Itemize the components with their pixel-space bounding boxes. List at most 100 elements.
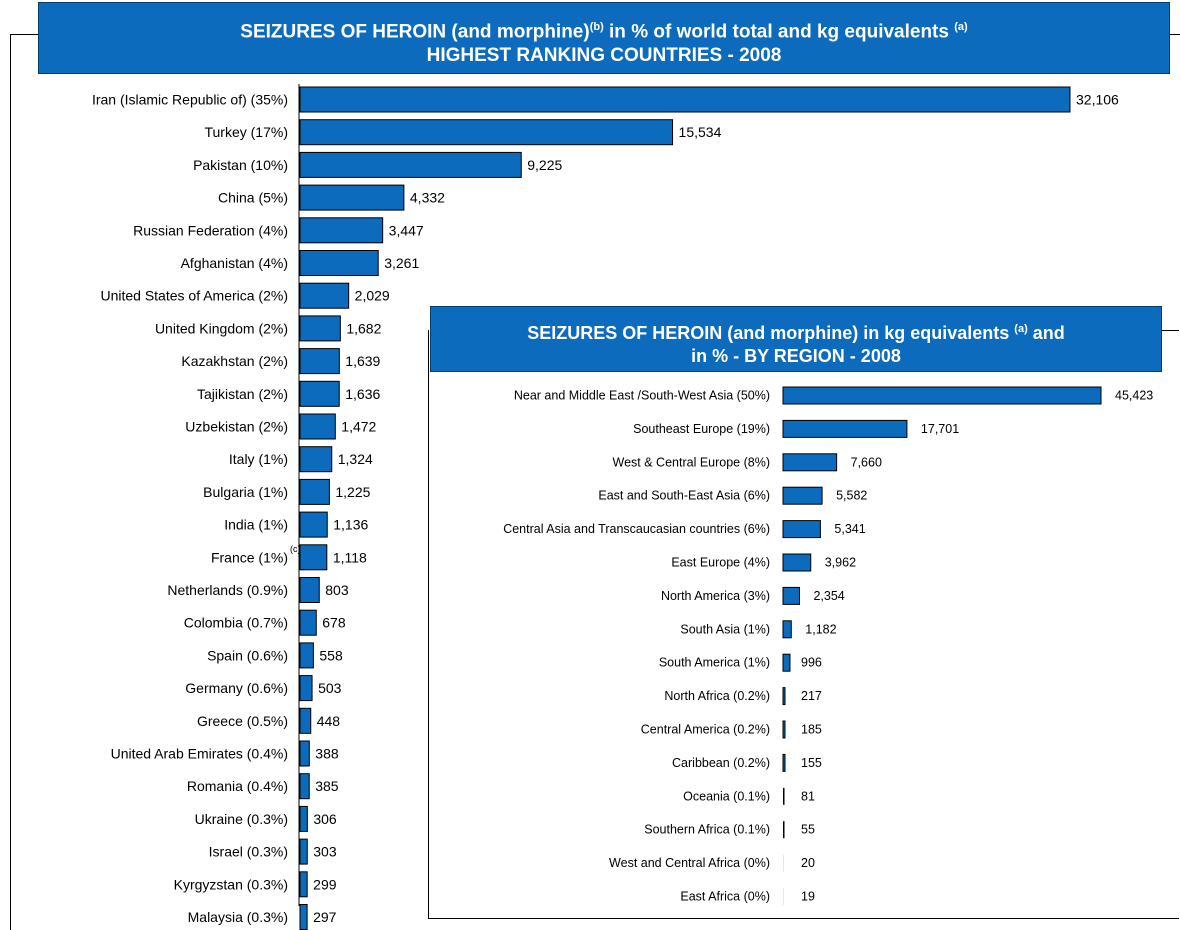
chart1-row-india: India (1%) 1,136 (224, 511, 368, 538)
chart1-title-line2: HIGHEST RANKING COUNTRIES - 2008 (426, 45, 782, 67)
chart1-row-afghanistan: Afghanistan (4%) 3,261 (181, 250, 419, 276)
chart1-category-label: Israel (0.3%) (209, 844, 288, 860)
chart1-bar (299, 773, 310, 800)
chart1-bar (299, 838, 308, 865)
chart2-frame-top-right (1161, 330, 1179, 331)
chart1-row-pakistan: Pakistan (10%) 9,225 (193, 151, 562, 178)
chart2-value-label: 55 (801, 823, 815, 837)
chart1-value-label: 297 (313, 909, 337, 925)
chart2-bar (782, 753, 786, 772)
chart2-bar (782, 687, 786, 706)
chart2-row-caribbean: Caribbean (0.2%) 155 (672, 753, 822, 772)
chart1-bar (299, 282, 350, 309)
chart2-value-label: 81 (801, 789, 815, 803)
chart1-bar (299, 642, 314, 669)
chart1-frame-top-left (10, 34, 38, 35)
chart1-bar (299, 805, 308, 832)
chart1-bar (299, 446, 333, 473)
chart2-value-label: 17,701 (921, 422, 959, 436)
chart1-value-label: 1,118 (333, 549, 367, 565)
chart1-value-label: 2,029 (355, 288, 390, 304)
chart2-bars-group: Near and Middle East /South-West Asia (5… (503, 386, 1153, 905)
chart2-category-label: North Africa (0.2%) (664, 689, 770, 703)
chart1-value-label: 385 (315, 778, 339, 794)
chart1-bar (299, 478, 330, 505)
chart2-row-east-europe: East Europe (4%) 3,962 (671, 553, 856, 572)
chart1-value-label: 3,447 (389, 222, 424, 238)
chart1-value-label: 388 (315, 746, 339, 762)
chart1-bars-group: Iran (Islamic Republic of) (35%) 32,106 Tu… (92, 86, 1119, 930)
chart1-value-label: 1,636 (345, 386, 380, 402)
chart2-bar (782, 620, 792, 639)
chart1-row-turkey: Turkey (17%) 15,534 (204, 119, 722, 146)
chart1-row-germany: Germany (0.6%) 503 (185, 675, 342, 702)
chart2-category-label: South Asia (1%) (680, 622, 770, 636)
chart1-row-united-arab-emirates: United Arab Emirates (0.4%) 388 (111, 740, 339, 767)
chart1-value-label: 803 (325, 582, 349, 598)
chart1-row-tajikistan: Tajikistan (2%) 1,636 (197, 380, 380, 407)
chart1-bar (299, 217, 384, 244)
chart2-bar (782, 386, 1102, 405)
chart2-bar (782, 453, 838, 472)
chart2-category-label: East Africa (0%) (680, 890, 770, 904)
chart2-panel: Near and Middle East /South-West Asia (5… (428, 330, 1179, 919)
chart1-value-label: 1,225 (335, 484, 370, 500)
chart1-value-label: 9,225 (527, 157, 562, 173)
chart2-category-label: Southern Africa (0.1%) (644, 823, 770, 837)
chart2-row-near-and-middle-east-south-west-asia: Near and Middle East /South-West Asia (5… (514, 386, 1153, 405)
chart2-category-label: East Europe (4%) (671, 556, 770, 570)
chart1-row-romania: Romania (0.4%) 385 (187, 773, 339, 800)
chart1-value-label: 1,682 (346, 320, 381, 336)
chart1-value-label: 306 (313, 811, 337, 827)
chart1-value-label: 558 (319, 647, 343, 663)
chart2-bar (783, 821, 785, 839)
chart2-category-label: West and Central Africa (0%) (609, 856, 770, 870)
chart1-frame-top-right (1168, 34, 1180, 35)
chart2-value-label: 20 (801, 856, 815, 870)
chart1-bar (299, 380, 340, 407)
chart2-row-north-africa: North Africa (0.2%) 217 (664, 687, 822, 706)
chart1-bar (299, 740, 310, 767)
chart2-title-line1-rest: and (1027, 323, 1065, 343)
chart2-value-label: 185 (801, 723, 822, 737)
chart1-bar (299, 544, 328, 571)
chart1-category-label: Turkey (17%) (204, 124, 288, 140)
chart2-title: SEIZURES OF HEROIN (and morphine) in kg … (430, 306, 1162, 372)
chart1-value-label: 1,324 (338, 451, 373, 467)
chart2-row-central-asia-and-transcaucasian-countries: Central Asia and Transcaucasian countrie… (503, 520, 866, 539)
chart2-bar (782, 553, 812, 572)
chart2-bar (782, 486, 823, 505)
chart1-bar (299, 413, 336, 440)
chart2-value-label: 5,582 (836, 489, 867, 503)
chart1-category-label: Romania (0.4%) (187, 778, 288, 794)
chart2-row-west-central-europe: West & Central Europe (8%) 7,660 (613, 453, 882, 472)
chart1-category-label: India (1%) (224, 517, 288, 533)
chart2-value-label: 7,660 (851, 455, 882, 469)
chart2-value-label: 155 (801, 756, 822, 770)
chart1-row-united-states-of-america: United States of America (2%) 2,029 (100, 282, 390, 309)
chart1-value-label: 678 (322, 615, 346, 631)
chart1-bar (299, 577, 320, 603)
chart2-bar (782, 720, 786, 739)
chart1-value-label: 1,639 (345, 353, 380, 369)
chart2-value-label: 45,423 (1115, 389, 1153, 403)
chart2-title-line1: SEIZURES OF HEROIN (and morphine) in kg … (527, 323, 1015, 343)
chart1-title: SEIZURES OF HEROIN (and morphine)(b) in … (38, 2, 1170, 74)
chart1-bar (299, 86, 1071, 113)
chart1-bar (299, 348, 340, 375)
chart1-frame-left (10, 34, 11, 930)
chart1-value-label: 32,106 (1076, 92, 1119, 108)
chart2-row-south-america: South America (1%) 996 (659, 653, 822, 672)
chart2-row-west-and-central-africa: West and Central Africa (0%) 20 (609, 854, 815, 872)
chart1-row-france: France (1%)(c) 1,118 (211, 544, 367, 571)
chart1-title-line1-rest: in % of world total and kg equivalents (603, 21, 955, 43)
chart1-category-label: Pakistan (10%) (193, 157, 288, 173)
chart2-row-north-america: North America (3%) 2,354 (661, 586, 845, 605)
chart1-category-label: Germany (0.6%) (185, 680, 288, 696)
chart1-category-label: Spain (0.6%) (207, 647, 288, 663)
chart1-category-label: United States of America (2%) (100, 288, 288, 304)
chart1-category-label: United Kingdom (2%) (155, 320, 288, 336)
chart1-row-china: China (5%) 4,332 (218, 184, 445, 211)
chart2-plot: Near and Middle East /South-West Asia (5… (503, 386, 1153, 905)
chart2-row-southeast-europe: Southeast Europe (19%) 17,701 (633, 419, 959, 438)
